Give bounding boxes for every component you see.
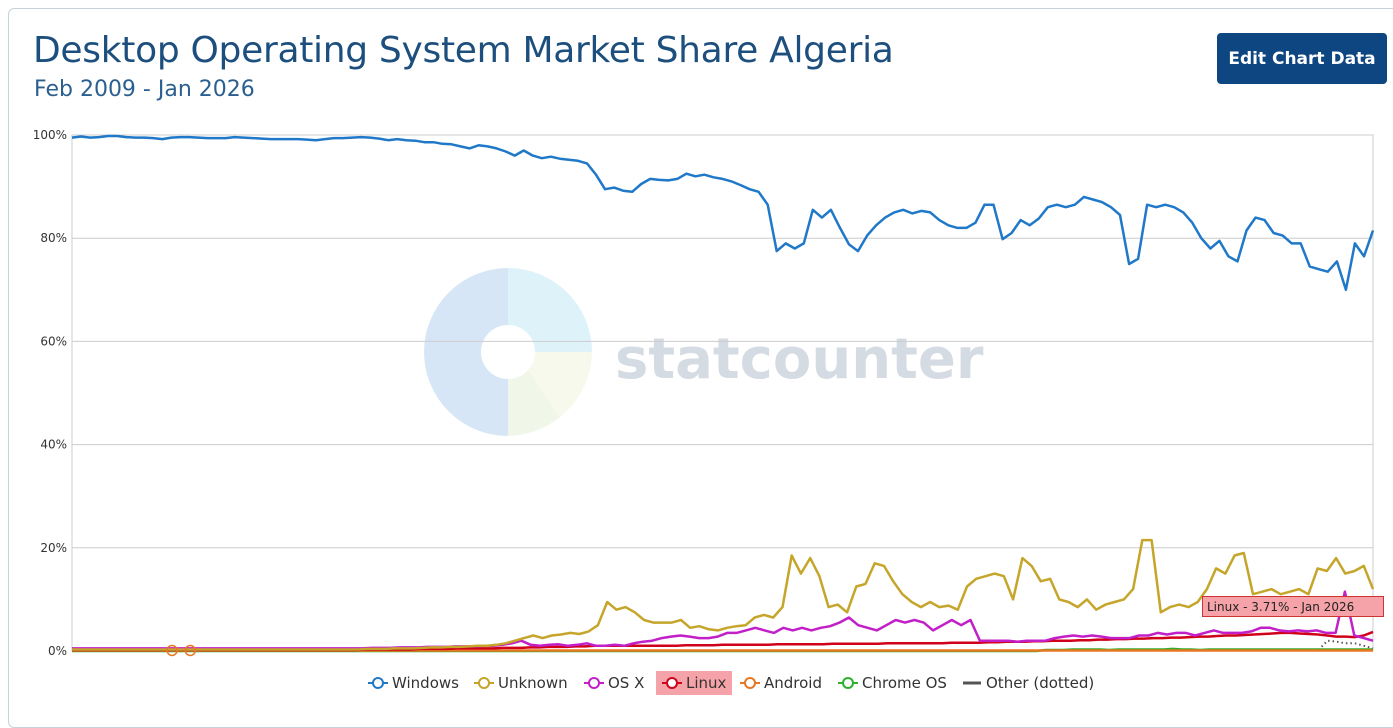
windows-legend-marker-icon: [368, 677, 388, 689]
legend-label-android: Android: [764, 674, 822, 692]
android-point-marker[interactable]: [184, 644, 197, 657]
legend-circle: [842, 677, 854, 689]
y-tick-label: 100%: [33, 128, 67, 142]
linux-legend-marker-icon: [662, 677, 682, 689]
legend-item-android[interactable]: Android: [740, 671, 822, 695]
legend-circle: [478, 677, 490, 689]
legend-label-linux: Linux: [686, 674, 727, 692]
legend-label-windows: Windows: [392, 674, 459, 692]
android-point-marker[interactable]: [166, 644, 178, 657]
osx-legend-marker-icon: [584, 677, 604, 689]
y-tick-label: 60%: [40, 334, 67, 348]
statcounter-logo-icon: [424, 268, 592, 436]
y-axis: 0% 20% 40% 60% 80% 100%: [33, 128, 67, 658]
legend-circle: [588, 677, 600, 689]
edit-chart-data-button[interactable]: Edit Chart Data: [1217, 33, 1387, 84]
legend-label-osx: OS X: [608, 674, 645, 692]
linux-tooltip: Linux - 3.71% - Jan 2026: [1202, 596, 1384, 617]
y-tick-label: 80%: [40, 231, 67, 245]
legend-item-chrome-os[interactable]: Chrome OS: [838, 671, 947, 695]
line-chart: statcounter 0% 20% 40% 60% 80% 100%: [33, 128, 1375, 658]
series-line-unknown[interactable]: [72, 538, 1375, 651]
legend-circle: [372, 677, 384, 689]
legend-circle: [744, 677, 756, 689]
unknown-legend-marker-icon: [474, 677, 494, 689]
chart-subtitle: Feb 2009 - Jan 2026: [34, 77, 255, 102]
plot-area: [71, 134, 1374, 652]
y-tick-label: 40%: [40, 438, 67, 452]
legend-label-chrome-os: Chrome OS: [862, 674, 947, 692]
legend-item-unknown[interactable]: Unknown: [474, 671, 568, 695]
gridlines: [71, 134, 1374, 652]
chrome-os-legend-marker-icon: [838, 677, 858, 689]
watermark-text: statcounter: [615, 327, 984, 392]
chart-title: Desktop Operating System Market Share Al…: [33, 30, 894, 71]
legend-circle: [666, 677, 678, 689]
series-line-windows[interactable]: [71, 134, 1375, 292]
android-legend-marker-icon: [740, 677, 760, 689]
android-markers: [166, 644, 197, 657]
series-line-os-x[interactable]: [72, 590, 1374, 650]
legend-label-other: Other (dotted): [986, 674, 1095, 692]
legend: Windows Unknown OS X Linux Android Chrom…: [0, 671, 1393, 697]
y-tick-label: 0%: [48, 644, 67, 658]
legend-label-unknown: Unknown: [498, 674, 568, 692]
legend-item-osx[interactable]: OS X: [584, 671, 644, 695]
other-legend-marker-icon: [963, 681, 981, 685]
series-lines: [71, 134, 1375, 653]
legend-item-windows[interactable]: Windows: [368, 671, 459, 695]
y-tick-label: 20%: [40, 541, 67, 555]
legend-item-other[interactable]: Other (dotted): [962, 671, 1094, 695]
legend-item-linux[interactable]: Linux: [656, 671, 733, 695]
